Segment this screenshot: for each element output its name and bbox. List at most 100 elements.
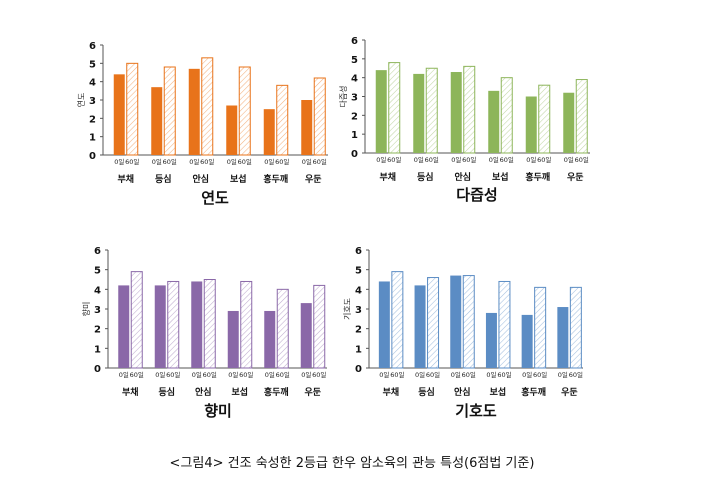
category-label: 우둔 — [567, 172, 584, 183]
category-label: 부채 — [117, 173, 134, 185]
bar-0day — [188, 68, 200, 155]
bar-60day — [276, 84, 289, 156]
series-tick-label: 60일 — [239, 370, 253, 379]
bar-0day — [521, 314, 533, 368]
y-axis-label: 다즙성 — [339, 85, 348, 107]
series-tick-label: 0일 — [119, 370, 129, 379]
category-label: 부채 — [379, 171, 396, 183]
category-label: 홍두깨 — [263, 173, 288, 185]
y-tick-label: 1 — [89, 133, 96, 144]
y-tick-label: 1 — [355, 344, 362, 355]
series-tick-label: 60일 — [425, 155, 439, 164]
bar-0day — [118, 285, 130, 368]
y-axis-label: 연도 — [77, 93, 86, 108]
bar-0day — [378, 281, 390, 368]
category-label: 안심 — [454, 386, 471, 398]
bar-60day — [313, 284, 326, 369]
bar-0day — [563, 92, 575, 153]
series-tick-label: 0일 — [451, 370, 461, 379]
bar-60day — [569, 286, 582, 369]
y-tick-label: 6 — [351, 36, 358, 47]
category-label: 우둔 — [305, 174, 322, 185]
chart-title: 향미 — [204, 402, 232, 420]
series-tick-label: 60일 — [390, 370, 404, 379]
y-tick-label: 0 — [89, 151, 96, 162]
category-label: 안심 — [195, 386, 212, 398]
bar-0day — [301, 100, 313, 155]
bar-60day — [163, 66, 176, 156]
y-tick-label: 4 — [351, 74, 358, 85]
series-tick-label: 0일 — [302, 157, 312, 166]
bar-60day — [276, 288, 289, 369]
y-tick-label: 3 — [351, 93, 358, 104]
series-tick-label: 60일 — [497, 370, 511, 379]
series-tick-label: 60일 — [387, 155, 401, 164]
y-tick-label: 0 — [355, 364, 362, 375]
series-tick-label: 0일 — [451, 155, 461, 164]
y-tick-label: 2 — [94, 325, 101, 336]
bar-60day — [462, 275, 475, 369]
bar-0day — [485, 312, 497, 368]
category-label: 우둔 — [304, 387, 321, 398]
series-tick-label: 0일 — [526, 155, 536, 164]
series-tick-label: 60일 — [238, 157, 252, 166]
series-tick-label: 60일 — [163, 157, 177, 166]
series-tick-label: 0일 — [228, 370, 238, 379]
series-tick-label: 0일 — [414, 155, 424, 164]
series-tick-label: 60일 — [313, 157, 327, 166]
bar-60day — [201, 57, 214, 156]
series-tick-label: 0일 — [265, 370, 275, 379]
y-tick-label: 6 — [94, 246, 101, 257]
bar-0day — [450, 72, 462, 153]
series-tick-label: 60일 — [533, 370, 547, 379]
y-tick-label: 6 — [89, 41, 96, 52]
chart-title: 기호도 — [455, 402, 497, 420]
y-tick-label: 3 — [94, 305, 101, 316]
bar-60day — [575, 79, 588, 154]
category-label: 부채 — [122, 386, 139, 398]
y-tick-label: 0 — [351, 149, 358, 160]
y-tick-label: 4 — [94, 285, 101, 296]
bar-60day — [240, 280, 253, 369]
category-label: 안심 — [192, 173, 209, 185]
series-tick-label: 60일 — [537, 155, 551, 164]
bar-0day — [525, 96, 537, 153]
bar-60day — [538, 84, 551, 154]
series-tick-label: 60일 — [276, 370, 290, 379]
y-tick-label: 5 — [94, 266, 101, 277]
bar-0day — [300, 303, 312, 368]
y-tick-label: 1 — [94, 344, 101, 355]
bar-60day — [427, 277, 440, 369]
bar-0day — [414, 285, 426, 368]
bar-0day — [264, 310, 276, 368]
bar-60day — [500, 77, 513, 154]
bar-60day — [425, 67, 438, 154]
category-label: 홍두깨 — [521, 386, 546, 398]
category-label: 홍두깨 — [264, 386, 289, 398]
bar-0day — [191, 281, 203, 368]
bar-60day — [167, 280, 180, 369]
series-tick-label: 0일 — [192, 370, 202, 379]
y-tick-label: 5 — [355, 266, 362, 277]
bar-60day — [391, 271, 404, 369]
series-tick-label: 60일 — [569, 370, 583, 379]
bar-0day — [450, 275, 462, 368]
category-label: 등심 — [155, 173, 172, 185]
bar-0day — [227, 310, 239, 368]
y-tick-label: 4 — [89, 78, 96, 89]
bar-60day — [388, 62, 401, 154]
series-tick-label: 60일 — [275, 157, 289, 166]
y-tick-label: 5 — [89, 59, 96, 70]
category-label: 보섭 — [492, 171, 509, 183]
series-tick-label: 60일 — [426, 370, 440, 379]
bar-60day — [534, 286, 547, 369]
y-tick-label: 3 — [355, 305, 362, 316]
category-label: 우둔 — [561, 387, 578, 398]
series-tick-label: 60일 — [130, 370, 144, 379]
series-tick-label: 0일 — [376, 155, 386, 164]
bar-0day — [413, 73, 425, 153]
chart-title: 다즙성 — [456, 186, 497, 204]
series-tick-label: 60일 — [312, 370, 326, 379]
